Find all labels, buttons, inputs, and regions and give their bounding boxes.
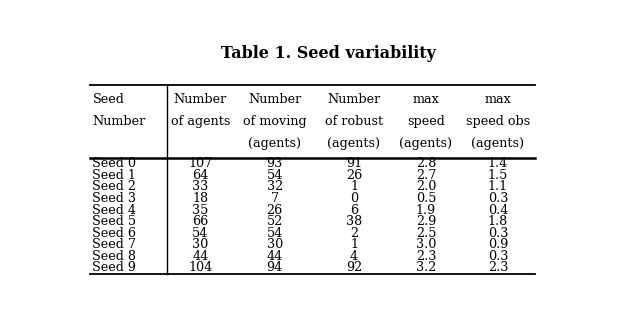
- Text: 2.3: 2.3: [416, 250, 436, 263]
- Text: Seed 7: Seed 7: [92, 238, 136, 251]
- Text: 2.8: 2.8: [416, 157, 436, 170]
- Text: 3.0: 3.0: [416, 238, 436, 251]
- Text: 104: 104: [188, 261, 212, 275]
- Text: 91: 91: [346, 157, 362, 170]
- Text: 44: 44: [266, 250, 283, 263]
- Text: (agents): (agents): [328, 137, 381, 150]
- Text: 0: 0: [350, 192, 358, 205]
- Text: 66: 66: [192, 215, 209, 228]
- Text: Seed 2: Seed 2: [92, 181, 136, 193]
- Text: 26: 26: [346, 169, 362, 182]
- Text: 0.4: 0.4: [488, 204, 508, 217]
- Text: 26: 26: [266, 204, 283, 217]
- Text: 18: 18: [192, 192, 209, 205]
- Text: Seed 4: Seed 4: [92, 204, 136, 217]
- Text: 6: 6: [350, 204, 358, 217]
- Text: of agents: of agents: [171, 115, 230, 128]
- Text: (agents): (agents): [248, 137, 301, 150]
- Text: of moving: of moving: [243, 115, 307, 128]
- Text: Number: Number: [328, 93, 381, 106]
- Text: (agents): (agents): [399, 137, 452, 150]
- Text: 52: 52: [266, 215, 283, 228]
- Text: 3.2: 3.2: [416, 261, 436, 275]
- Text: 2.0: 2.0: [416, 181, 436, 193]
- Text: 1: 1: [350, 238, 358, 251]
- Text: 93: 93: [266, 157, 283, 170]
- Text: speed: speed: [407, 115, 445, 128]
- Text: Seed 1: Seed 1: [92, 169, 136, 182]
- Text: Seed: Seed: [92, 93, 124, 106]
- Text: 107: 107: [188, 157, 212, 170]
- Text: 54: 54: [266, 227, 283, 240]
- Text: max: max: [413, 93, 440, 106]
- Text: Number: Number: [248, 93, 301, 106]
- Text: 92: 92: [346, 261, 362, 275]
- Text: 0.3: 0.3: [488, 192, 508, 205]
- Text: 0.3: 0.3: [488, 250, 508, 263]
- Text: Seed 0: Seed 0: [92, 157, 136, 170]
- Text: 0.5: 0.5: [416, 192, 436, 205]
- Text: Seed 5: Seed 5: [92, 215, 136, 228]
- Text: 0.3: 0.3: [488, 227, 508, 240]
- Text: Seed 9: Seed 9: [92, 261, 136, 275]
- Text: 64: 64: [192, 169, 209, 182]
- Text: 2.9: 2.9: [416, 215, 436, 228]
- Text: Seed 3: Seed 3: [92, 192, 136, 205]
- Text: Number: Number: [92, 115, 146, 128]
- Text: 54: 54: [266, 169, 283, 182]
- Text: Number: Number: [173, 93, 227, 106]
- Text: 1.5: 1.5: [488, 169, 508, 182]
- Text: 30: 30: [192, 238, 209, 251]
- Text: 38: 38: [346, 215, 362, 228]
- Text: 1.9: 1.9: [416, 204, 436, 217]
- Text: 94: 94: [266, 261, 283, 275]
- Text: 2.5: 2.5: [416, 227, 436, 240]
- Text: 4: 4: [350, 250, 358, 263]
- Text: 1: 1: [350, 181, 358, 193]
- Text: (agents): (agents): [471, 137, 524, 150]
- Text: Seed 6: Seed 6: [92, 227, 136, 240]
- Text: 30: 30: [266, 238, 283, 251]
- Text: speed obs: speed obs: [466, 115, 530, 128]
- Text: 2: 2: [350, 227, 358, 240]
- Text: of robust: of robust: [325, 115, 383, 128]
- Text: Seed 8: Seed 8: [92, 250, 136, 263]
- Text: 2.3: 2.3: [488, 261, 508, 275]
- Text: 2.7: 2.7: [416, 169, 436, 182]
- Text: 0.9: 0.9: [488, 238, 508, 251]
- Text: 1.4: 1.4: [488, 157, 508, 170]
- Text: 54: 54: [192, 227, 209, 240]
- Text: 35: 35: [192, 204, 209, 217]
- Text: 44: 44: [192, 250, 209, 263]
- Text: Table 1. Seed variability: Table 1. Seed variability: [221, 45, 435, 62]
- Text: 1.8: 1.8: [488, 215, 508, 228]
- Text: max: max: [484, 93, 511, 106]
- Text: 32: 32: [266, 181, 283, 193]
- Text: 33: 33: [192, 181, 209, 193]
- Text: 7: 7: [271, 192, 279, 205]
- Text: 1.1: 1.1: [488, 181, 508, 193]
